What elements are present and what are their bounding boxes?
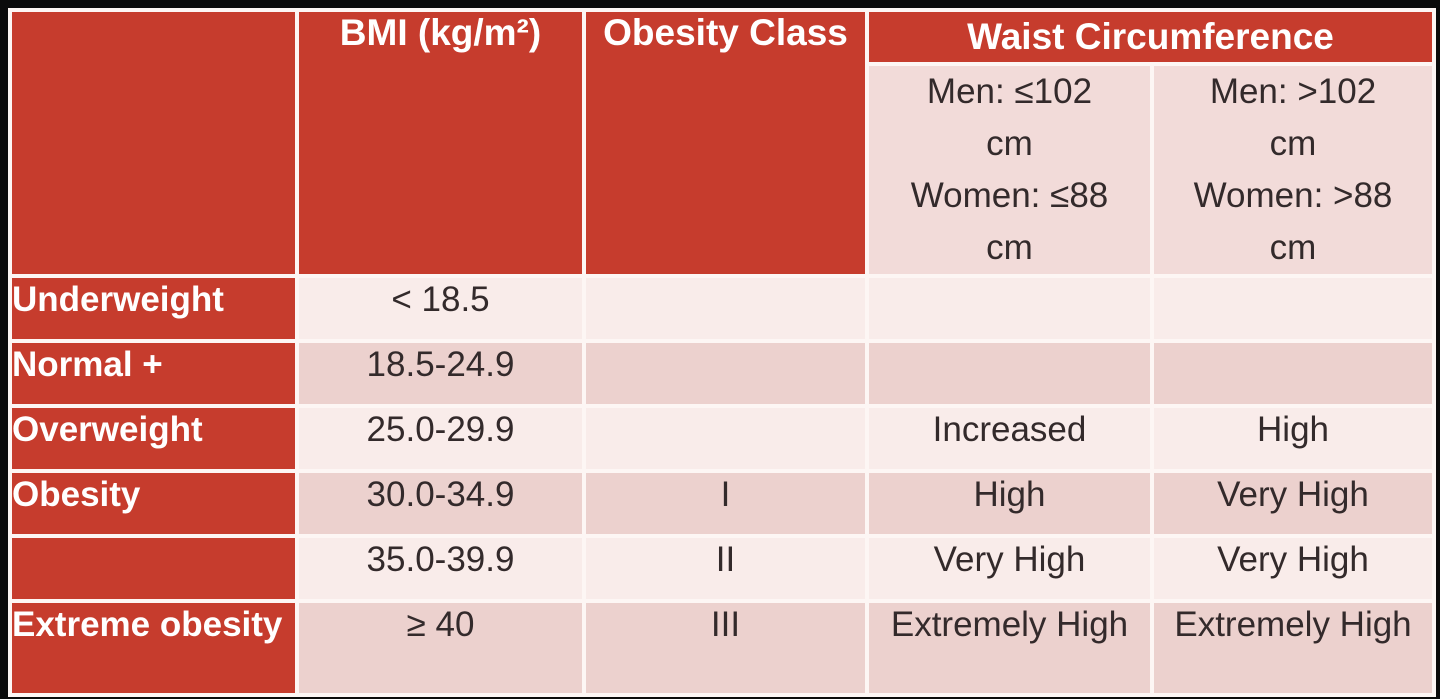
waist-low-subheader-cell: Men: ≤102 cm Women: ≤88 cm <box>865 62 1154 278</box>
bmi-value-cell: ≥ 40 <box>295 599 586 697</box>
header-row-1: BMI (kg/m²) Obesity Class Waist Circumfe… <box>8 8 1437 278</box>
risk-high-waist-cell: Very High <box>1149 534 1437 603</box>
risk-high-waist-cell <box>1149 339 1437 408</box>
obesity-class-cell: II <box>582 534 869 603</box>
waist-high-line-1: Men: >102 <box>1209 72 1377 111</box>
risk-low-waist-cell: Increased <box>865 404 1154 473</box>
bmi-value-cell: 18.5-24.9 <box>295 339 586 408</box>
row-label-cell: Underweight <box>8 274 299 343</box>
risk-low-waist-cell <box>865 339 1154 408</box>
table-row: Extreme obesity ≥ 40 III Extremely High … <box>8 599 1437 697</box>
table-row: Normal + 18.5-24.9 <box>8 339 1437 408</box>
obesity-class-cell <box>582 339 869 408</box>
risk-high-waist-cell: Extremely High <box>1149 599 1437 697</box>
bmi-value-cell: < 18.5 <box>295 274 586 343</box>
table-row: 35.0-39.9 II Very High Very High <box>8 534 1437 603</box>
row-label-cell: Extreme obesity <box>8 599 299 697</box>
obesity-class-cell: I <box>582 469 869 538</box>
risk-low-waist-cell: Extremely High <box>865 599 1154 697</box>
risk-high-waist-cell: High <box>1149 404 1437 473</box>
table-row: Underweight < 18.5 <box>8 274 1437 343</box>
table-row: Overweight 25.0-29.9 Increased High <box>8 404 1437 473</box>
waist-circumference-header-cell: Waist Circumference <box>864 8 1437 66</box>
risk-high-waist-cell <box>1149 274 1437 343</box>
obesity-class-cell <box>582 274 869 343</box>
corner-header-cell <box>8 8 299 278</box>
waist-low-line-2: cm <box>986 124 1033 163</box>
risk-low-waist-cell: High <box>865 469 1154 538</box>
waist-high-subheader-cell: Men: >102 cm Women: >88 cm <box>1149 62 1437 278</box>
waist-high-line-3: Women: >88 <box>1193 176 1393 215</box>
row-label-cell: Overweight <box>8 404 299 473</box>
row-label-cell <box>8 534 299 603</box>
risk-high-waist-cell: Very High <box>1149 469 1437 538</box>
waist-high-line-4: cm <box>1269 228 1317 267</box>
risk-low-waist-cell <box>865 274 1154 343</box>
obesity-class-header-cell: Obesity Class <box>582 8 869 278</box>
risk-low-waist-cell: Very High <box>865 534 1154 603</box>
bmi-header-cell: BMI (kg/m²) <box>295 8 586 278</box>
row-label-cell: Normal + <box>8 339 299 408</box>
waist-low-line-1: Men: ≤102 <box>926 72 1093 111</box>
table-row: Obesity 30.0-34.9 I High Very High <box>8 469 1437 538</box>
bmi-value-cell: 30.0-34.9 <box>295 469 586 538</box>
waist-low-line-4: cm <box>986 228 1033 267</box>
bmi-value-cell: 25.0-29.9 <box>295 404 586 473</box>
row-label-cell: Obesity <box>8 469 299 538</box>
bmi-classification-table: BMI (kg/m²) Obesity Class Waist Circumfe… <box>8 8 1437 697</box>
header-row-2: Men: ≤102 cm Women: ≤88 cm Men: >102 cm … <box>10 62 1437 278</box>
waist-low-line-3: Women: ≤88 <box>910 176 1109 215</box>
obesity-class-cell <box>582 404 869 473</box>
bmi-value-cell: 35.0-39.9 <box>295 534 586 603</box>
waist-high-line-2: cm <box>1269 124 1317 163</box>
obesity-class-cell: III <box>582 599 869 697</box>
